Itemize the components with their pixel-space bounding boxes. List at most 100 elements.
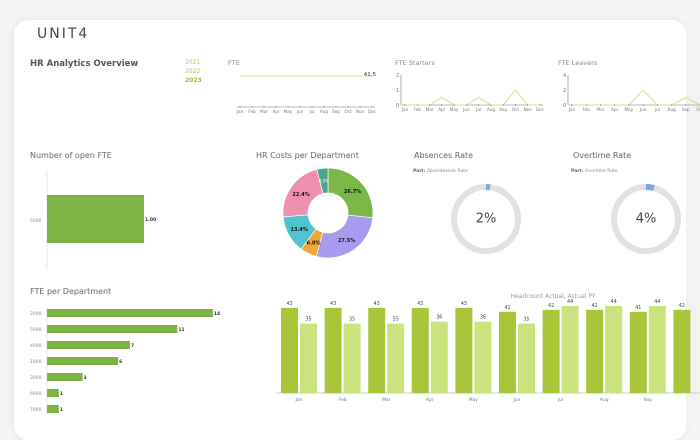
headcount-py-bar bbox=[605, 306, 622, 393]
fte-dept-value: 6 bbox=[119, 359, 122, 365]
headcount-actual-bar bbox=[455, 308, 472, 393]
fte-x-label: Aug bbox=[320, 109, 329, 114]
starters-x-label: Jun bbox=[462, 107, 470, 112]
overtime-gauge-fill bbox=[646, 187, 654, 188]
fte-dept-bar bbox=[47, 373, 83, 381]
fte-dept-value: 14 bbox=[214, 311, 220, 317]
leavers-x-label: Oct bbox=[696, 107, 700, 112]
headcount-data-label: 42 bbox=[679, 303, 685, 309]
starters-y-tick: 0 bbox=[396, 103, 399, 109]
headcount-actual-bar bbox=[412, 308, 429, 393]
starters-y-tick: 1 bbox=[396, 88, 399, 94]
leavers-x-label: Jul bbox=[654, 107, 660, 112]
fte-x-label: Oct bbox=[344, 109, 352, 114]
starters-y-tick: 2 bbox=[396, 73, 399, 79]
fte-x-label: Jan bbox=[236, 109, 244, 114]
headcount-py-bar bbox=[649, 306, 666, 393]
fte-dept-category: 7000 bbox=[30, 407, 42, 413]
fte-x-label: Nov bbox=[356, 109, 365, 114]
fte-x-label: May bbox=[284, 109, 293, 114]
headcount-data-label: 44 bbox=[611, 299, 617, 305]
headcount-x-label: Feb bbox=[339, 397, 347, 403]
absences-gauge-track bbox=[454, 187, 518, 251]
starters-x-label: Oct bbox=[512, 107, 520, 112]
fte-dept-value: 3 bbox=[84, 375, 87, 381]
starters-x-label: Dec bbox=[536, 107, 545, 112]
starters-x-label: Apr bbox=[438, 107, 446, 112]
headcount-x-label: Aug bbox=[600, 397, 609, 403]
headcount-x-label: Mar bbox=[382, 397, 391, 403]
leavers-x-label: Apr bbox=[611, 107, 619, 112]
headcount-actual-bar bbox=[281, 308, 298, 393]
fte-dept-bar bbox=[47, 341, 130, 349]
donut-slice-label: 6.0% bbox=[307, 241, 321, 247]
fte-x-label: Mar bbox=[260, 109, 268, 114]
leavers-y-tick: 2 bbox=[563, 88, 566, 94]
headcount-py-bar bbox=[518, 324, 535, 393]
fte-dept-category: 3000 bbox=[30, 375, 42, 381]
fte-dept-category: 6000 bbox=[30, 391, 42, 397]
fte-dept-value: 7 bbox=[131, 343, 134, 349]
headcount-x-label: Jul bbox=[557, 397, 563, 403]
starters-x-label: Mar bbox=[426, 107, 434, 112]
headcount-py-bar bbox=[474, 322, 491, 393]
fte-dept-category: 5000 bbox=[30, 327, 42, 333]
leavers-x-label: Aug bbox=[667, 107, 676, 112]
headcount-x-label: Sep bbox=[644, 397, 653, 403]
headcount-data-label: 35 bbox=[349, 317, 355, 323]
starters-x-label: Feb bbox=[414, 107, 422, 112]
leavers-x-label: Jun bbox=[639, 107, 647, 112]
headcount-py-bar bbox=[344, 324, 361, 393]
fte-x-label: Sep bbox=[332, 109, 340, 114]
fte-x-label: Jul bbox=[308, 109, 314, 114]
starters-x-label: Jul bbox=[475, 107, 481, 112]
fte-dept-category: 4000 bbox=[30, 343, 42, 349]
open-fte-value: 1,00 bbox=[145, 217, 156, 223]
headcount-data-label: 42 bbox=[548, 303, 554, 309]
fte-dept-value: 1 bbox=[60, 407, 63, 413]
headcount-data-label: 42 bbox=[592, 303, 598, 309]
fte-x-label: Feb bbox=[248, 109, 256, 114]
overtime-gauge-track bbox=[614, 187, 678, 251]
donut-slice-label: 22.4% bbox=[292, 192, 309, 198]
headcount-data-label: 35 bbox=[523, 317, 529, 323]
leavers-x-label: Sep bbox=[682, 107, 690, 112]
headcount-actual-bar bbox=[586, 310, 603, 393]
starters-x-label: Aug bbox=[487, 107, 496, 112]
leavers-y-tick: 0 bbox=[563, 103, 566, 109]
fte-x-label: Jun bbox=[296, 109, 304, 114]
donut-slice-label: 27.5% bbox=[338, 238, 355, 244]
headcount-data-label: 43 bbox=[417, 301, 423, 307]
headcount-py-bar bbox=[562, 306, 579, 393]
donut-slice-label: 13.4% bbox=[291, 227, 308, 233]
starters-x-label: Jan bbox=[401, 107, 409, 112]
headcount-data-label: 44 bbox=[567, 299, 573, 305]
donut-slice-label: 4.0% bbox=[319, 178, 329, 183]
headcount-py-bar bbox=[387, 324, 404, 393]
fte-dept-bar bbox=[47, 405, 59, 413]
fte-dept-bar bbox=[47, 309, 213, 317]
headcount-data-label: 41 bbox=[635, 305, 641, 311]
headcount-actual-bar bbox=[673, 310, 690, 393]
headcount-py-bar bbox=[431, 322, 448, 393]
headcount-data-label: 44 bbox=[654, 299, 660, 305]
starters-x-label: Nov bbox=[524, 107, 533, 112]
headcount-data-label: 35 bbox=[305, 317, 311, 323]
headcount-py-bar bbox=[300, 324, 317, 393]
starters-x-label: May bbox=[450, 107, 459, 112]
leavers-x-label: Mar bbox=[596, 107, 604, 112]
fte-x-label: Apr bbox=[272, 109, 280, 114]
leavers-y-tick: 4 bbox=[563, 73, 566, 79]
fte-dept-value: 11 bbox=[178, 327, 184, 333]
headcount-actual-bar bbox=[543, 310, 560, 393]
donut-slice-label: 26.7% bbox=[344, 189, 361, 195]
headcount-x-label: Apr bbox=[426, 397, 434, 403]
fte-x-label: Dec bbox=[368, 109, 377, 114]
headcount-data-label: 36 bbox=[436, 315, 442, 321]
donut-slice bbox=[316, 215, 372, 258]
starters-x-label: Sep bbox=[499, 107, 507, 112]
fte-dept-category: 1000 bbox=[30, 359, 42, 365]
starters-series-line bbox=[405, 90, 540, 105]
headcount-actual-bar bbox=[630, 312, 647, 393]
